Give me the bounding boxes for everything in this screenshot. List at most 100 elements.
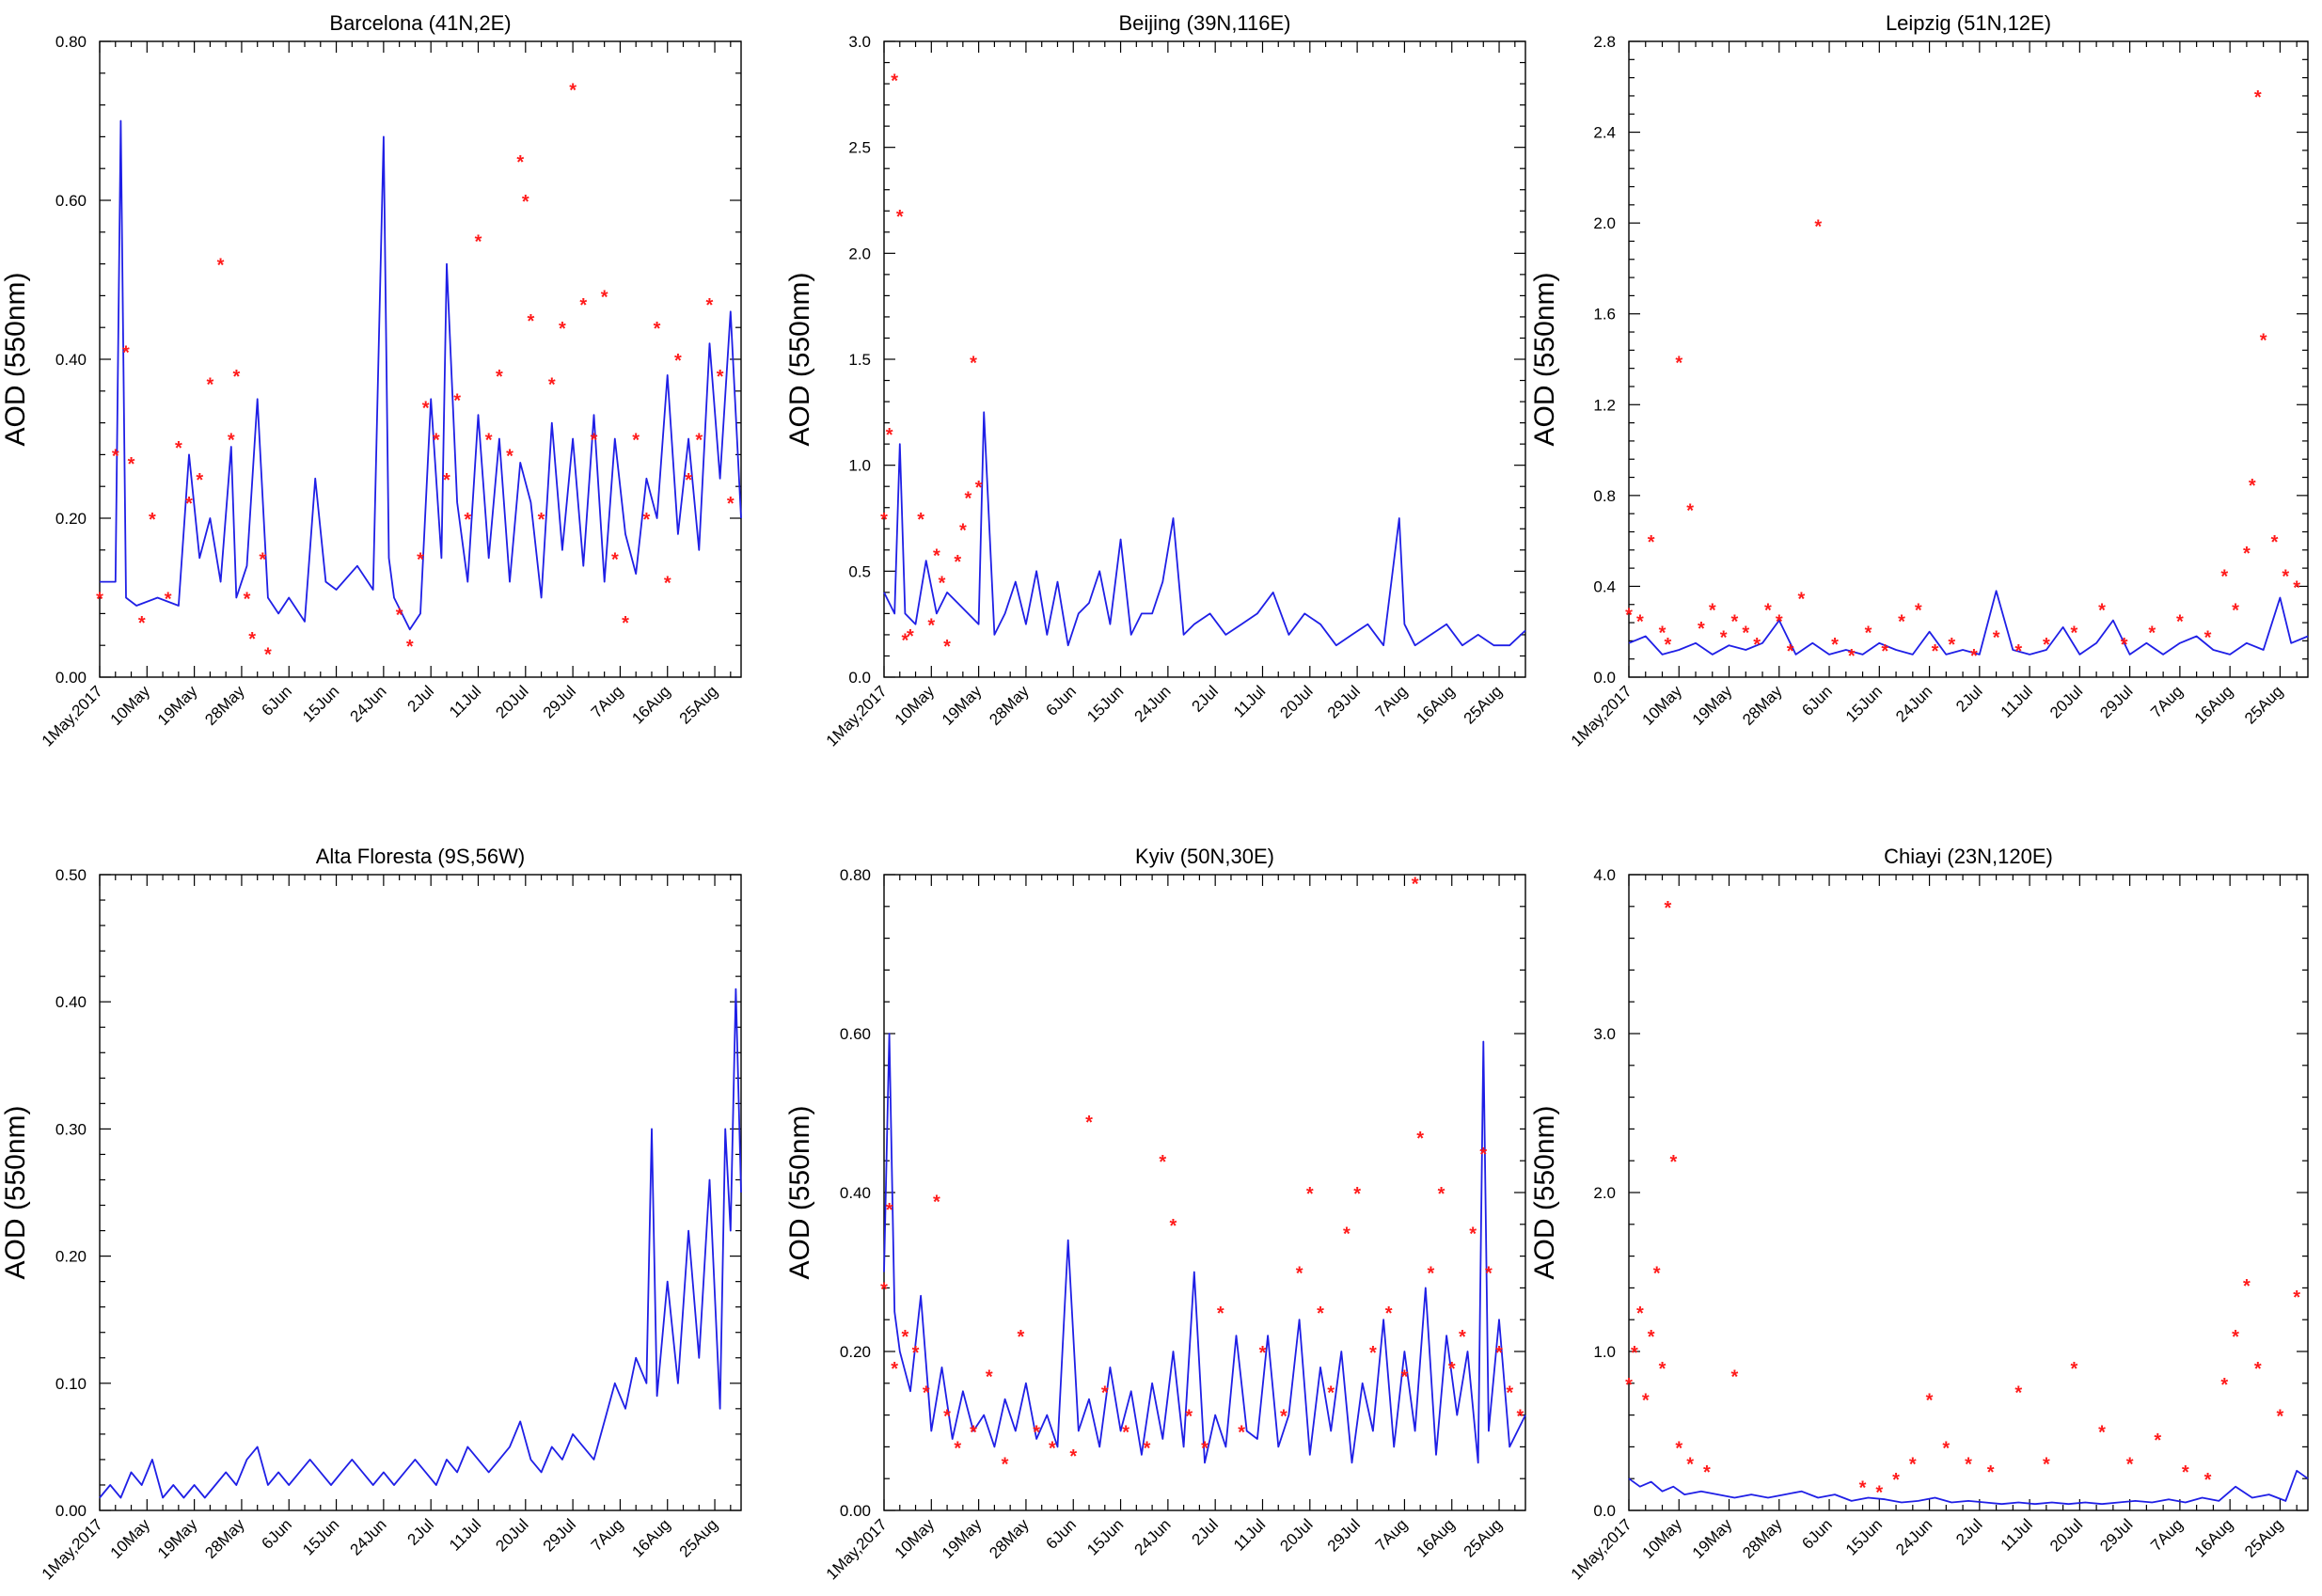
observation-star-marker: * — [1970, 646, 1978, 667]
x-tick-label: 20Jul — [2046, 682, 2086, 721]
y-tick-label: 3.0 — [848, 33, 871, 51]
x-tick-label: 24Jun — [1131, 682, 1175, 725]
observation-star-marker: * — [2282, 566, 2289, 587]
observation-star-marker: * — [1764, 601, 1772, 622]
observation-star-marker: * — [1787, 641, 1794, 662]
model-aod-line — [1628, 1469, 2309, 1506]
observation-star-marker: * — [2071, 624, 2078, 644]
y-tick-label: 0.40 — [55, 351, 87, 369]
observation-star-marker: * — [1915, 601, 1922, 622]
observation-star-marker: * — [1848, 646, 1856, 667]
observation-star-marker: * — [2043, 1454, 2050, 1475]
x-tick-label: 7Aug — [1372, 682, 1412, 721]
observation-star-marker: * — [175, 438, 182, 459]
x-tick-label: 10May — [892, 682, 939, 729]
observation-star-marker: * — [695, 431, 703, 451]
model-aod-line — [883, 411, 1526, 647]
x-tick-label: 6Jun — [1043, 1515, 1081, 1553]
observation-star-marker: * — [1002, 1454, 1009, 1475]
observation-star-marker: * — [422, 399, 430, 419]
observation-star-marker: * — [1495, 1343, 1503, 1364]
y-tick-label: 0.20 — [55, 510, 87, 528]
x-tick-label: 7Aug — [2147, 1515, 2187, 1555]
observation-star-marker: * — [591, 431, 598, 451]
y-tick-label: 1.2 — [1593, 396, 1616, 414]
observation-star-marker: * — [1709, 601, 1716, 622]
observation-star-marker: * — [1185, 1407, 1193, 1428]
observation-star-marker: * — [2014, 641, 2022, 662]
x-tick-label: 20Jul — [492, 1515, 531, 1555]
observation-star-marker: * — [1675, 1438, 1682, 1459]
x-tick-label: 25Aug — [676, 682, 721, 727]
x-tick-label: 2Jul — [1189, 1515, 1222, 1548]
observation-star-marker: * — [2254, 1359, 2262, 1380]
observation-star-marker: * — [1875, 1483, 1883, 1504]
observation-star-marker: * — [1965, 1454, 1972, 1475]
y-tick-label: 0.60 — [55, 192, 87, 210]
x-tick-label: 20Jul — [492, 682, 531, 721]
plot-frame — [883, 874, 1526, 1511]
x-tick-label: 16Aug — [2191, 682, 2236, 727]
y-tick-label: 0.00 — [55, 1502, 87, 1520]
observation-star-marker: * — [1069, 1446, 1077, 1467]
observation-star-marker: * — [165, 590, 172, 610]
model-aod-line — [99, 988, 742, 1499]
observation-star-marker: * — [516, 152, 524, 173]
observation-star-marker: * — [2232, 1327, 2239, 1348]
observation-star-marker: * — [1469, 1224, 1477, 1244]
observation-star-marker: * — [1653, 1264, 1661, 1285]
observation-star-marker: * — [886, 425, 893, 446]
x-tick-label: 19May — [154, 1515, 201, 1562]
x-tick-label: 20Jul — [1276, 1515, 1316, 1555]
observation-star-marker: * — [2249, 476, 2256, 497]
observation-star-marker: * — [943, 1407, 951, 1428]
observation-star-marker: * — [1798, 590, 1806, 610]
x-tick-label: 25Aug — [1461, 1515, 1506, 1560]
y-axis-label: AOD (550nm) — [0, 272, 31, 446]
observation-star-marker: * — [706, 295, 714, 316]
observation-star-marker: * — [2277, 1407, 2284, 1428]
x-tick-label: 2Jul — [1952, 1515, 1985, 1548]
x-tick-label: 28May — [1739, 682, 1786, 729]
observation-star-marker: * — [2204, 1470, 2212, 1491]
observation-star-marker: * — [1731, 1367, 1739, 1387]
observation-star-marker: * — [1659, 624, 1666, 644]
x-tick-label: 29Jul — [2096, 1515, 2136, 1555]
observation-star-marker: * — [1926, 1391, 1934, 1412]
observation-star-marker: * — [1217, 1304, 1224, 1324]
observation-star-marker: * — [912, 1343, 920, 1364]
chart-title: Alta Floresta (9S,56W) — [316, 845, 526, 868]
observation-star-marker: * — [196, 470, 203, 491]
observation-star-marker: * — [1353, 1184, 1361, 1205]
observation-star-marker: * — [1859, 1478, 1867, 1499]
observation-star-marker: * — [1636, 612, 1644, 633]
observation-star-marker: * — [1412, 874, 1419, 894]
x-tick-label: 15Jun — [299, 682, 342, 725]
observation-star-marker: * — [579, 295, 587, 316]
observation-star-marker: * — [1317, 1304, 1324, 1324]
x-tick-label: 28May — [986, 1515, 1033, 1562]
observation-star-marker: * — [2204, 628, 2212, 649]
chart-panel: Chiayi (23N,120E) AOD (550nm) 0.0 1.0 2.0 3.0… — [1529, 845, 2309, 1583]
x-tick-label: 15Jun — [1083, 682, 1127, 725]
x-tick-label: 7Aug — [1372, 1515, 1412, 1555]
x-tick-label: 15Jun — [299, 1515, 342, 1558]
x-tick-label: 19May — [939, 1515, 986, 1562]
y-tick-label: 2.4 — [1593, 124, 1616, 142]
observation-star-marker: * — [986, 1367, 993, 1387]
observation-star-marker: * — [433, 431, 440, 451]
observation-star-marker: * — [959, 520, 967, 541]
observation-star-marker: * — [896, 207, 904, 228]
x-tick-label: 1May,2017 — [1568, 682, 1635, 750]
observation-star-marker: * — [1731, 612, 1739, 633]
observation-star-marker: * — [138, 613, 146, 634]
x-tick-label: 24Jun — [347, 1515, 390, 1558]
observation-star-marker: * — [1898, 612, 1905, 633]
x-tick-label: 16Aug — [628, 1515, 673, 1560]
observation-star-marker: * — [1636, 1304, 1644, 1324]
observation-star-marker: * — [538, 510, 545, 530]
plot-frame — [99, 40, 742, 678]
observation-star-marker: * — [527, 311, 534, 332]
observation-star-marker: * — [185, 494, 193, 514]
